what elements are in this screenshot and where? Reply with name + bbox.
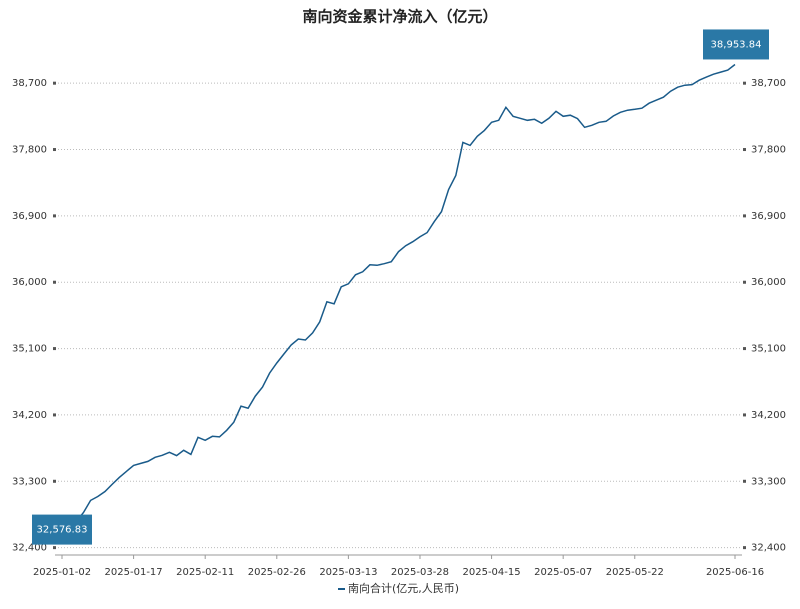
- y2-tick: [743, 347, 746, 351]
- x-tick-label: 2025-05-22: [606, 567, 664, 578]
- x-tick-label: 2025-01-17: [105, 567, 163, 578]
- y2-tick-label: 36,000: [751, 277, 786, 288]
- y-tick: [53, 280, 56, 284]
- x-tick-label: 2025-04-15: [463, 567, 521, 578]
- y-tick-label: 36,000: [12, 277, 47, 288]
- y-tick-label: 32,400: [12, 543, 47, 554]
- x-tick-label: 2025-06-16: [706, 567, 764, 578]
- value-label-box: [32, 514, 92, 545]
- chart-title: 南向资金累计净流入（亿元）: [302, 8, 497, 26]
- legend-label: 南向合计(亿元,人民币): [348, 581, 459, 595]
- y2-tick-label: 32,400: [751, 543, 786, 554]
- y-tick: [53, 81, 56, 85]
- y2-tick-label: 38,700: [751, 78, 786, 89]
- y2-tick: [743, 81, 746, 85]
- x-tick-label: 2025-02-11: [176, 567, 234, 578]
- y-tick: [53, 148, 56, 152]
- y-tick: [53, 479, 56, 483]
- y-tick-label: 34,200: [12, 410, 47, 421]
- y2-tick: [743, 148, 746, 152]
- y-tick-label: 37,800: [12, 145, 47, 156]
- y-tick-label: 33,300: [12, 476, 47, 487]
- y-tick-label: 38,700: [12, 78, 47, 89]
- x-tick-label: 2025-05-07: [534, 567, 592, 578]
- value-label-box: [703, 29, 769, 60]
- y-tick-label: 36,900: [12, 211, 47, 222]
- y-tick: [53, 347, 56, 351]
- y2-tick-label: 37,800: [751, 145, 786, 156]
- y2-tick: [743, 413, 746, 417]
- x-tick-label: 2025-01-02: [33, 567, 91, 578]
- value-label: 32,576.83: [37, 525, 88, 536]
- y2-tick-label: 34,200: [751, 410, 786, 421]
- y2-tick: [743, 479, 746, 483]
- y2-tick-label: 35,100: [751, 344, 786, 355]
- y2-tick: [743, 214, 746, 218]
- x-tick-label: 2025-02-26: [248, 567, 306, 578]
- series-line: [61, 63, 736, 536]
- y2-tick-label: 36,900: [751, 211, 786, 222]
- y2-tick: [743, 280, 746, 284]
- y-tick: [53, 214, 56, 218]
- y-tick: [53, 413, 56, 417]
- x-tick-label: 2025-03-13: [319, 567, 377, 578]
- y2-tick: [743, 546, 746, 550]
- y2-tick-label: 33,300: [751, 476, 786, 487]
- value-label: 38,953.84: [711, 39, 762, 50]
- y-tick: [53, 546, 56, 550]
- x-tick-label: 2025-03-28: [391, 567, 449, 578]
- y-tick-label: 35,100: [12, 344, 47, 355]
